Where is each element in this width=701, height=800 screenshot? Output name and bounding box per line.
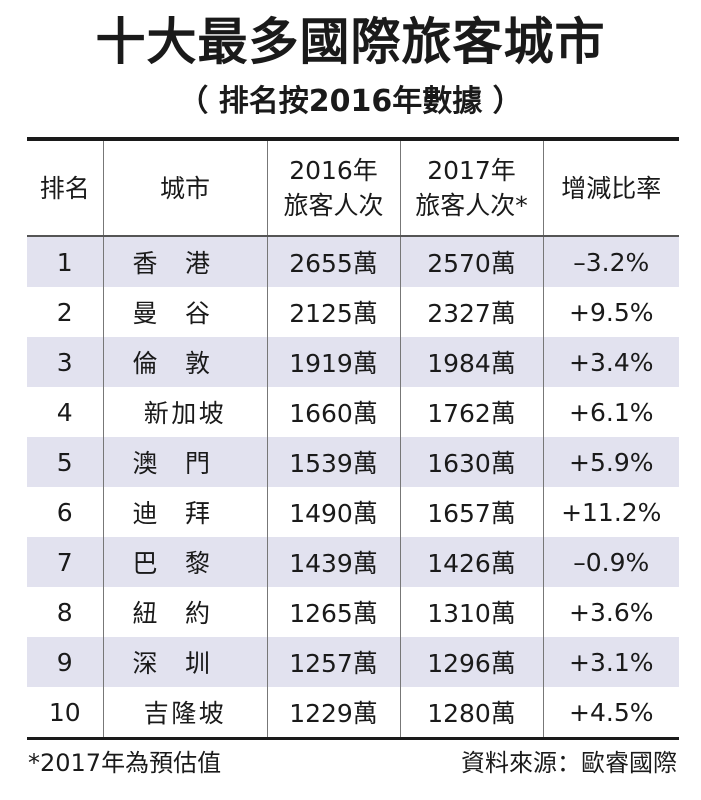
- visitors-2016-cell: 1439萬: [266, 537, 400, 587]
- table-header-row: 排名 城市 2016年 旅客人次 2017年 旅客人次* 增減比率: [27, 139, 679, 237]
- table-row: 10 吉隆坡 1229萬 1280萬 +4.5%: [27, 687, 679, 739]
- table-row: 4 新加坡 1660萬 1762萬 +6.1%: [27, 387, 679, 437]
- visitors-2016-cell: 1229萬: [266, 687, 400, 739]
- visitors-2017-cell: 1296萬: [399, 637, 543, 687]
- table-row: 7 巴黎 1439萬 1426萬 –0.9%: [27, 537, 679, 587]
- visitors-2016-cell: 2125萬: [266, 287, 400, 337]
- header-city: 城市: [102, 139, 267, 237]
- table-row: 5 澳門 1539萬 1630萬 +5.9%: [27, 437, 679, 487]
- visitors-2016-cell: 1539萬: [266, 437, 400, 487]
- change-rate-cell: –3.2%: [542, 236, 679, 287]
- visitors-2017-cell: 1657萬: [399, 487, 543, 537]
- city-cell: 巴黎: [102, 537, 267, 587]
- city-cell: 新加坡: [102, 387, 267, 437]
- table-row: 3 倫敦 1919萬 1984萬 +3.4%: [27, 337, 679, 387]
- rank-cell: 2: [56, 297, 73, 327]
- rank-cell: 1: [27, 236, 103, 287]
- city-cell: 香港: [102, 236, 267, 287]
- city-cell: 曼谷: [102, 287, 267, 337]
- rank-cell: 5: [27, 437, 103, 487]
- city-cell: 倫敦: [102, 337, 267, 387]
- rank-cell: 3: [27, 337, 103, 387]
- visitors-2016-cell: 1257萬: [266, 637, 400, 687]
- rank-cell: 10: [48, 697, 81, 727]
- visitors-2017-cell: 1984萬: [399, 337, 543, 387]
- footnote: *2017年為預估值: [28, 749, 222, 777]
- rank-cell: 8: [56, 597, 73, 627]
- change-rate-cell: +6.1%: [542, 387, 679, 437]
- table-row: 2 曼谷 2125萬 2327萬 +9.5%: [27, 287, 679, 337]
- table-row: 9 深圳 1257萬 1296萬 +3.1%: [27, 637, 679, 687]
- header-2017-line2: 旅客人次*: [415, 191, 528, 220]
- change-rate-cell: –0.9%: [542, 537, 679, 587]
- visitors-2017-cell: 2570萬: [399, 236, 543, 287]
- change-rate-cell: +3.6%: [542, 587, 679, 637]
- header-2017: 2017年 旅客人次*: [399, 139, 543, 237]
- header-2016-line2: 旅客人次: [283, 191, 384, 220]
- page-title: 十大最多國際旅客城市: [95, 13, 606, 71]
- visitors-2017-cell: 1426萬: [399, 537, 543, 587]
- source-credit: 資料來源：歐睿國際: [461, 749, 677, 777]
- visitors-2017-cell: 2327萬: [399, 287, 543, 337]
- visitors-2017-cell: 1630萬: [399, 437, 543, 487]
- visitors-2016-cell: 2655萬: [266, 236, 400, 287]
- rank-cell: 6: [56, 497, 73, 527]
- visitors-2017-cell: 1280萬: [399, 687, 543, 739]
- visitors-2016-cell: 1490萬: [266, 487, 400, 537]
- change-rate-cell: +9.5%: [542, 287, 679, 337]
- rank-cell: 7: [27, 537, 103, 587]
- city-cell: 紐約: [102, 587, 267, 637]
- header-2016-line1: 2016年: [289, 156, 378, 185]
- visitors-2017-cell: 1762萬: [399, 387, 543, 437]
- table-row: 1 香港 2655萬 2570萬 –3.2%: [27, 236, 679, 287]
- change-rate-cell: +3.4%: [542, 337, 679, 387]
- header-rank: 排名: [27, 139, 103, 237]
- table-row: 6 迪拜 1490萬 1657萬 +11.2%: [27, 487, 679, 537]
- header-2016: 2016年 旅客人次: [266, 139, 400, 237]
- change-rate-cell: +4.5%: [542, 687, 679, 739]
- page-subtitle: （ 排名按2016年數據 ）: [178, 84, 523, 119]
- header-change: 增減比率: [542, 139, 679, 237]
- rank-cell: 4: [56, 397, 73, 427]
- change-rate-cell: +5.9%: [542, 437, 679, 487]
- rank-cell: 9: [27, 637, 103, 687]
- city-cell: 吉隆坡: [102, 687, 267, 739]
- visitors-2016-cell: 1265萬: [266, 587, 400, 637]
- change-rate-cell: +3.1%: [542, 637, 679, 687]
- city-cell: 澳門: [102, 437, 267, 487]
- table-row: 8 紐約 1265萬 1310萬 +3.6%: [27, 587, 679, 637]
- city-cell: 迪拜: [102, 487, 267, 537]
- visitors-2016-cell: 1660萬: [266, 387, 400, 437]
- change-rate-cell: +11.2%: [542, 487, 679, 537]
- visitors-2016-cell: 1919萬: [266, 337, 400, 387]
- city-visitor-table: 排名 城市 2016年 旅客人次 2017年 旅客人次* 增減比率 1 香港 265…: [27, 137, 679, 740]
- visitors-2017-cell: 1310萬: [399, 587, 543, 637]
- header-2017-line1: 2017年: [427, 156, 516, 185]
- city-cell: 深圳: [102, 637, 267, 687]
